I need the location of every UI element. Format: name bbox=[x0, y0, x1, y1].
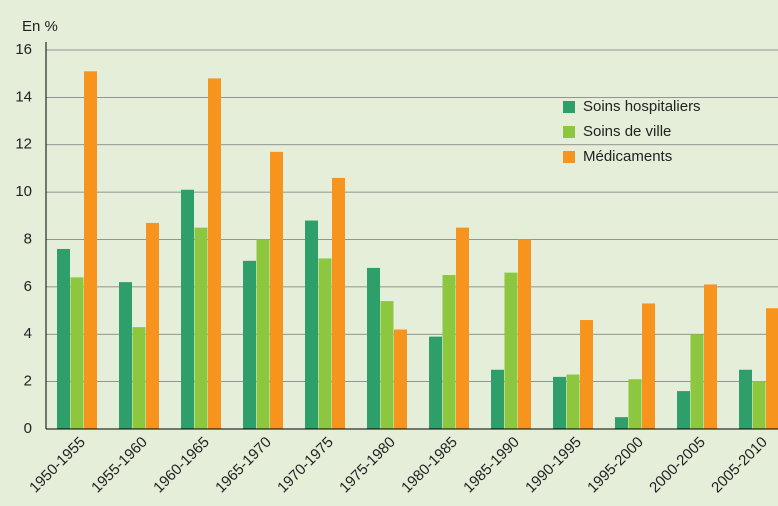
y-tick-label: 0 bbox=[24, 420, 32, 437]
bar bbox=[84, 71, 97, 429]
bar bbox=[119, 282, 132, 429]
bar bbox=[367, 267, 380, 429]
bar bbox=[181, 189, 194, 429]
bar bbox=[642, 303, 655, 429]
legend-label: Médicaments bbox=[583, 148, 672, 165]
bar bbox=[766, 308, 778, 429]
bar bbox=[553, 376, 566, 429]
y-tick-label: 4 bbox=[24, 325, 32, 342]
y-tick-label: 6 bbox=[24, 278, 32, 295]
bar bbox=[394, 329, 407, 429]
x-tick-label: 1970-1975 bbox=[274, 434, 337, 497]
bar bbox=[305, 220, 318, 429]
y-tick-label: 16 bbox=[15, 41, 32, 58]
x-tick-label: 1985-1990 bbox=[460, 434, 523, 497]
bar bbox=[380, 301, 394, 429]
x-tick-label: 2000-2005 bbox=[646, 434, 709, 497]
x-tick-label: 1960-1965 bbox=[150, 434, 213, 497]
bar bbox=[270, 151, 283, 429]
x-tick-label: 1950-1955 bbox=[26, 434, 89, 497]
bar bbox=[752, 381, 766, 429]
x-tick-label: 1995-2000 bbox=[584, 434, 647, 497]
y-tick-label: 2 bbox=[24, 373, 32, 390]
y-axis-label: En % bbox=[22, 18, 58, 35]
bar bbox=[677, 391, 690, 429]
bar bbox=[504, 272, 518, 429]
x-tick-label: 1980-1985 bbox=[398, 434, 461, 497]
x-tick-label: 1975-1980 bbox=[336, 434, 399, 497]
legend-label: Soins de ville bbox=[583, 123, 671, 140]
y-tick-label: 14 bbox=[15, 88, 32, 105]
bar bbox=[57, 248, 70, 429]
bar bbox=[256, 239, 270, 429]
bar bbox=[318, 258, 332, 429]
x-tick-label: 1965-1970 bbox=[212, 434, 275, 497]
bar bbox=[518, 239, 531, 429]
bar bbox=[429, 336, 442, 429]
bar bbox=[208, 78, 221, 430]
bar bbox=[704, 284, 717, 429]
bar bbox=[690, 334, 704, 429]
y-tick-label: 8 bbox=[24, 230, 32, 247]
bar bbox=[566, 374, 580, 429]
legend-label: Soins hospitaliers bbox=[583, 98, 701, 115]
x-tick-label: 1955-1960 bbox=[88, 434, 151, 497]
x-tick-label: 1990-1995 bbox=[522, 434, 585, 497]
legend-swatch bbox=[563, 151, 575, 163]
bar bbox=[615, 417, 628, 429]
bar bbox=[491, 369, 504, 429]
bar bbox=[70, 277, 84, 429]
bar bbox=[739, 369, 752, 429]
legend-swatch bbox=[563, 101, 575, 113]
bar bbox=[456, 227, 469, 429]
bar bbox=[332, 177, 345, 429]
bar bbox=[580, 320, 593, 429]
bar bbox=[132, 327, 146, 429]
bar bbox=[628, 379, 642, 429]
bar bbox=[243, 260, 256, 429]
legend-swatch bbox=[563, 126, 575, 138]
y-tick-label: 12 bbox=[15, 136, 32, 153]
x-tick-label: 2005-2010 bbox=[708, 434, 771, 497]
bar bbox=[442, 275, 456, 429]
bar bbox=[146, 222, 159, 429]
bar bbox=[194, 227, 208, 429]
y-tick-label: 10 bbox=[15, 183, 32, 200]
